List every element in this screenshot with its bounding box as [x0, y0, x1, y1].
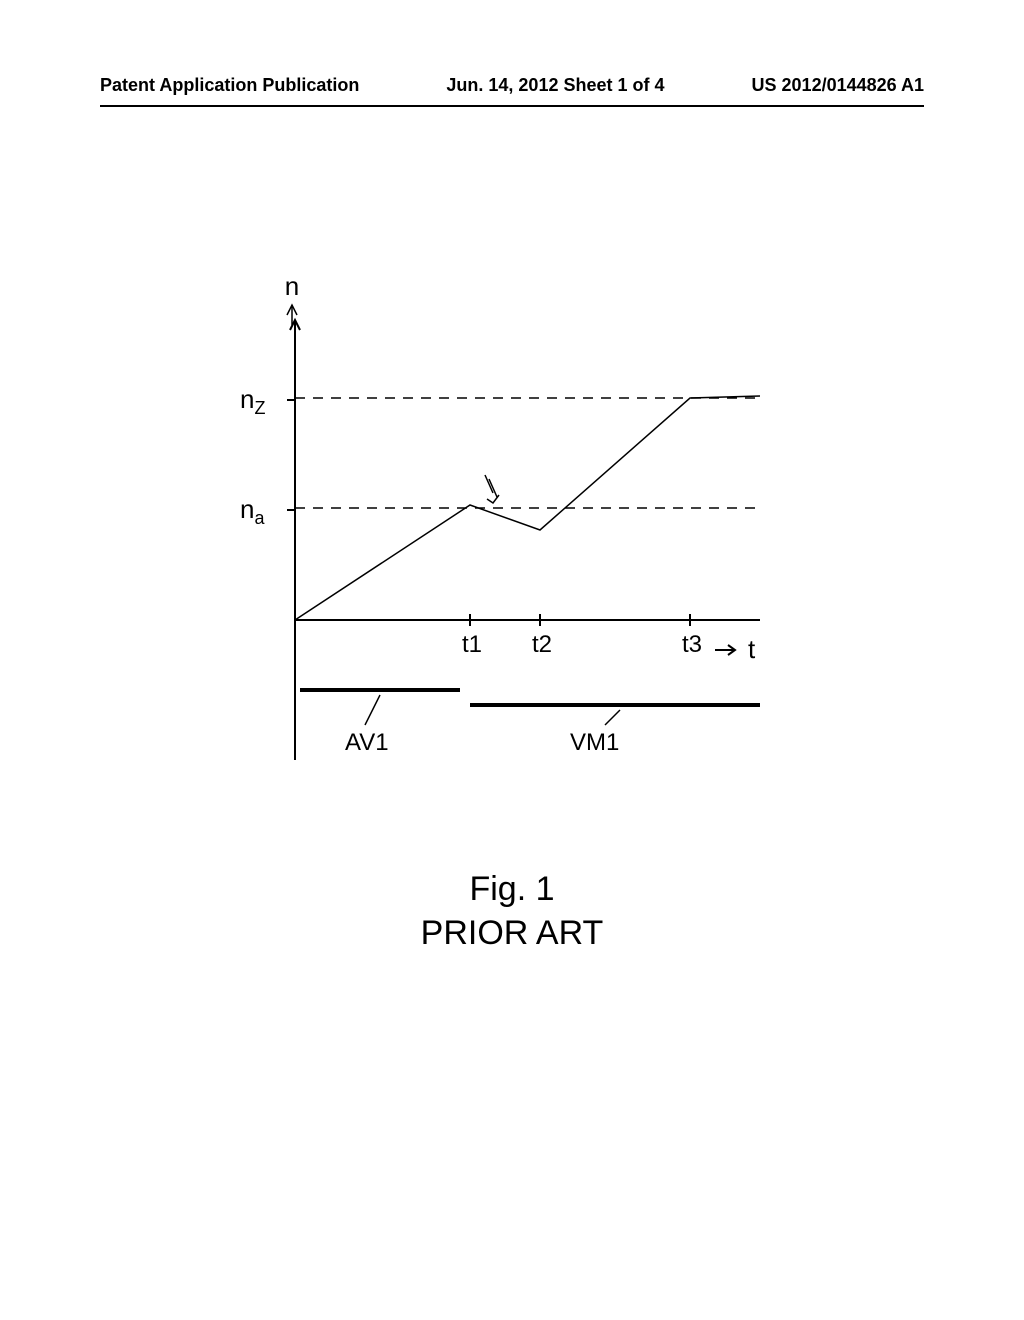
- chart: n t nZ na t1 t2 t3 AV1 VM1: [200, 280, 760, 800]
- header-rule: [100, 105, 924, 107]
- svg-text:t2: t2: [532, 631, 552, 658]
- svg-text:t3: t3: [682, 631, 702, 658]
- svg-text:n: n: [285, 280, 299, 301]
- page-header: Patent Application Publication Jun. 14, …: [0, 75, 1024, 96]
- svg-text:na: na: [240, 494, 265, 528]
- svg-text:AV1: AV1: [345, 729, 389, 756]
- svg-text:VM1: VM1: [570, 729, 619, 756]
- svg-text:nZ: nZ: [240, 384, 265, 418]
- figure-caption: Fig. 1 PRIOR ART: [0, 870, 1024, 953]
- caption-line2: PRIOR ART: [0, 914, 1024, 953]
- header-center: Jun. 14, 2012 Sheet 1 of 4: [446, 75, 664, 96]
- svg-text:t1: t1: [462, 631, 482, 658]
- svg-text:t: t: [748, 634, 756, 664]
- caption-line1: Fig. 1: [0, 870, 1024, 909]
- header-left: Patent Application Publication: [100, 75, 359, 96]
- header-right: US 2012/0144826 A1: [752, 75, 924, 96]
